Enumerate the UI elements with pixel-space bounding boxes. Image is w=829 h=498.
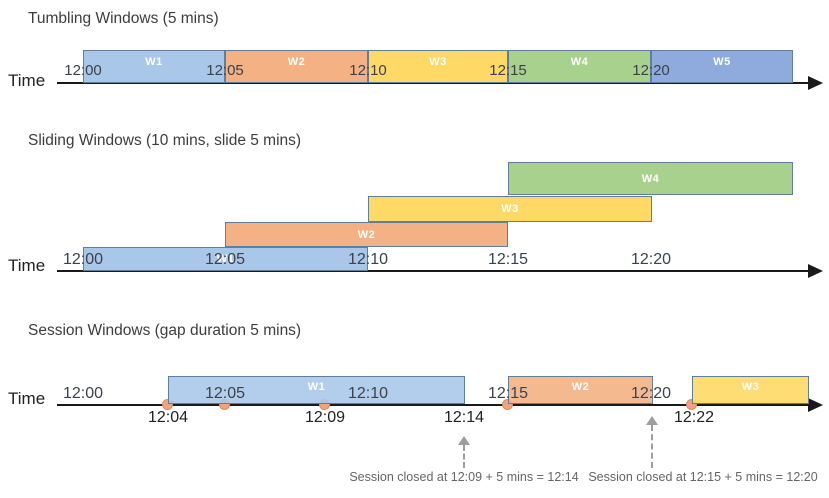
window-label: W3 <box>501 203 519 215</box>
tick-label: 12:10 <box>347 251 389 268</box>
tumbling-time-axis-label: Time <box>8 71 46 90</box>
window-label: W2 <box>571 381 590 393</box>
session-close-arrow-line <box>463 445 465 468</box>
event-dot <box>686 399 697 410</box>
session-close-arrow-icon <box>458 436 470 445</box>
tumbling-section-title: Tumbling Windows (5 mins) <box>28 10 219 27</box>
tumbling-axis-arrowhead-icon <box>808 76 823 90</box>
session-close-annotation: Session closed at 12:15 + 5 mins = 12:20 <box>588 470 818 484</box>
window-label: W4 <box>641 172 660 185</box>
sliding-window-w3: W3 <box>368 196 652 222</box>
tumbling-window-w4: W4 <box>508 50 651 83</box>
tick-label: 12:20 <box>630 385 672 402</box>
sliding-section-title: Sliding Windows (10 mins, slide 5 mins) <box>28 132 302 149</box>
tumbling-window-w1: W1 <box>83 50 225 83</box>
sliding-time-axis-label: Time <box>8 256 46 275</box>
sliding-time-axis <box>57 270 810 272</box>
event-time-label: 12:22 <box>673 409 715 426</box>
window-label: W2 <box>287 56 306 68</box>
tick-label: 12:10 <box>347 385 389 402</box>
event-dot <box>502 399 513 410</box>
sliding-axis-arrowhead-icon <box>808 264 823 278</box>
session-time-axis-label: Time <box>8 389 46 408</box>
window-label: W3 <box>741 381 760 393</box>
window-label: W1 <box>307 381 326 393</box>
window-label: W4 <box>570 56 589 68</box>
tick-label: 12:00 <box>64 62 102 79</box>
sliding-window-w2: W2 <box>225 222 508 247</box>
event-time-label: 12:09 <box>304 409 346 426</box>
tick-label: 12:00 <box>62 251 104 268</box>
tick-label: 12:15 <box>487 385 529 402</box>
window-label: W5 <box>713 56 731 68</box>
tick-label: 12:05 <box>204 251 246 268</box>
session-section-title: Session Windows (gap duration 5 mins) <box>28 322 302 339</box>
tick-label: 12:20 <box>630 251 672 268</box>
tick-label: 12:10 <box>349 62 387 79</box>
tick-label: 12:00 <box>62 385 104 402</box>
session-close-arrow-icon <box>646 416 658 425</box>
tick-label: 12:05 <box>204 385 246 402</box>
window-label: W3 <box>429 56 447 68</box>
window-label: W2 <box>357 228 376 241</box>
event-dot <box>162 399 173 410</box>
session-window-w3: W3 <box>692 376 809 404</box>
window-label: W1 <box>216 253 235 265</box>
session-close-arrow-line <box>651 425 653 468</box>
session-window-w2: W2 <box>508 376 653 404</box>
event-time-label: 12:14 <box>443 409 485 426</box>
tumbling-window-w3: W3 <box>368 50 508 83</box>
tumbling-window-w2: W2 <box>225 50 368 83</box>
event-time-label: 12:04 <box>147 409 189 426</box>
tumbling-time-axis <box>57 82 810 84</box>
session-close-annotation: Session closed at 12:09 + 5 mins = 12:14 <box>349 470 579 484</box>
session-window-w1: W1 <box>168 376 465 404</box>
tick-label: 12:15 <box>489 62 527 79</box>
tick-label: 12:15 <box>487 251 529 268</box>
sliding-window-w4: W4 <box>508 162 793 195</box>
tick-label: 12:05 <box>206 62 244 79</box>
tumbling-window-w5: W5 <box>651 50 793 83</box>
session-time-axis <box>57 404 810 406</box>
sliding-window-w1: W1 <box>83 247 368 271</box>
tick-label: 12:20 <box>632 62 670 79</box>
window-label: W1 <box>145 56 163 68</box>
session-axis-arrowhead-icon <box>808 398 823 412</box>
